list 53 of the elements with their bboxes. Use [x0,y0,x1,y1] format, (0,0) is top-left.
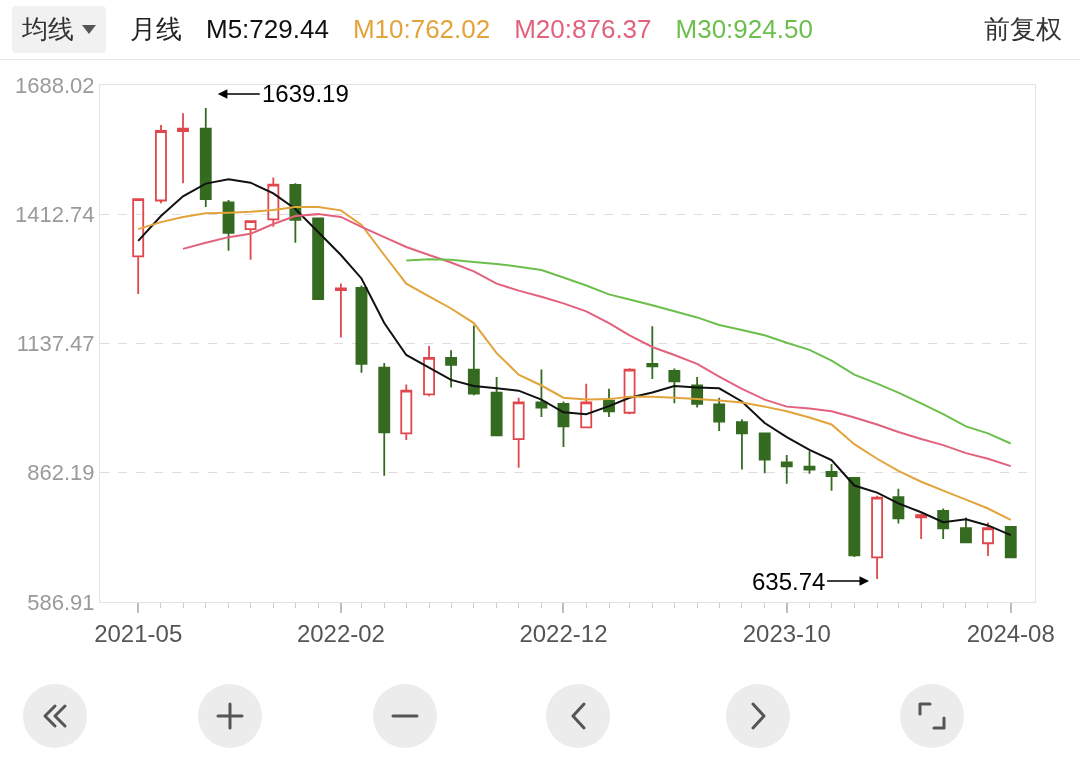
legend-title: 均线 [22,13,74,46]
candlestick [646,325,659,380]
y-tick-label: 862.19 [27,460,95,486]
dropdown: 均线 [12,6,106,53]
candlestick [848,476,861,558]
x-tick-label: 2022-12 [519,619,608,647]
candlestick [155,124,167,205]
x-tick-label: 2023-10 [742,619,831,647]
candlestick [780,454,793,485]
text: M10:762.02 [352,14,491,45]
text: M30:924.50 [675,14,813,45]
line-series [405,258,1012,445]
y-tick-label: 1688.02 [15,72,95,98]
x-tick-label: 2024-08 [966,619,1055,647]
candlestick [871,494,884,580]
x-tick-label: 2021-05 [94,619,183,647]
candlestick [132,197,145,295]
y-tick-label: 1137.47 [16,331,95,357]
candlestick [623,367,636,416]
candlestick [334,282,347,339]
candlestick [400,383,413,441]
candlestick [1004,525,1017,560]
candlestick [199,107,212,208]
candlestick [512,396,525,469]
candlestick [713,396,726,432]
candlestick [423,345,435,398]
candlestick [915,512,928,540]
y-tick-label: 1412.74 [15,201,95,227]
candlestick [580,382,593,430]
candlestick [267,176,280,228]
candlestick [982,521,994,557]
y-tick-label: 586.91 [27,589,95,615]
candlestick [355,284,368,374]
x-tick-label: 2022-02 [296,619,385,647]
candlestick [177,112,189,185]
chart-subtitle: 月线 [130,13,182,46]
candlestick [960,516,972,545]
candlestick [312,216,325,301]
candlestick [445,349,458,389]
candlestick [467,324,480,397]
annotation: 635.74 [752,568,826,595]
candlestick [490,376,503,438]
text: M20:876.37 [514,14,652,45]
candlestick [892,487,905,525]
candlestick [758,432,771,475]
line-series [182,213,1012,468]
candlestick [378,362,391,477]
candlestick [668,367,681,405]
candlestick [244,219,257,261]
annotation: 1639.19 [262,80,349,107]
candlestick [736,418,748,471]
text: M5:729.44 [206,14,329,45]
text: 前复权 [984,13,1062,46]
